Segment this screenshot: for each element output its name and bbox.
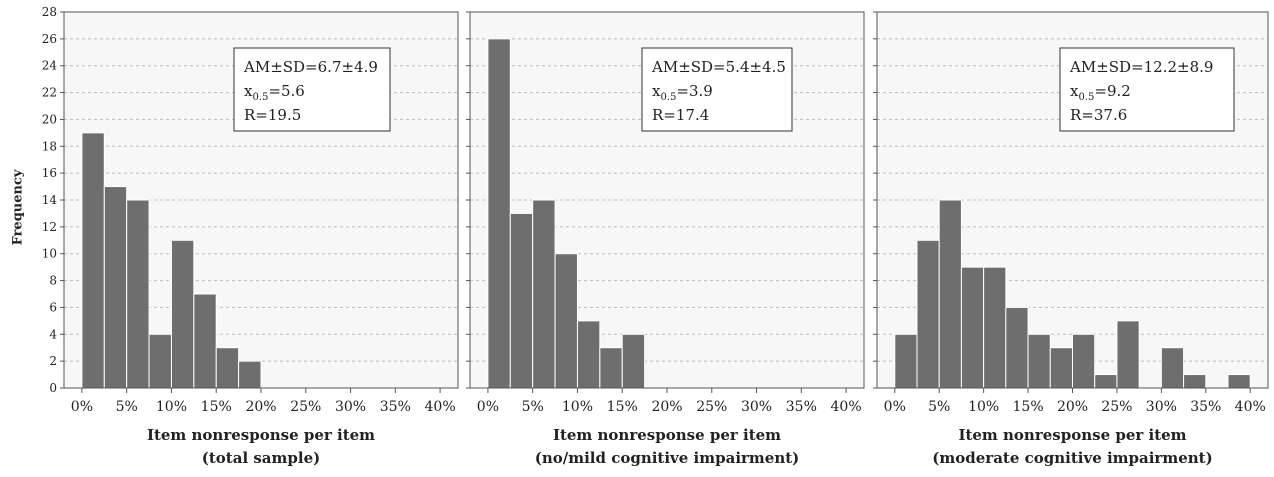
x-axis-title-line-2: (total sample) [202, 449, 320, 467]
y-tick-label: 26 [42, 32, 57, 46]
stats-annotation: AM±SD=6.7±4.9 x0.5=5.6 R=19.5 [233, 47, 391, 132]
x-axis-title-line-1: Item nonresponse per item [147, 426, 375, 444]
x-tick-label: 10% [968, 399, 999, 415]
histogram-bar [103, 186, 128, 389]
histogram-bar [487, 38, 511, 389]
stats-median: x0.5=5.6 [244, 82, 305, 103]
x-tick-label: 20% [1057, 399, 1088, 415]
x-tick-label: 5% [928, 399, 950, 415]
x-axis-title-line-1: Item nonresponse per item [553, 426, 781, 444]
x-tick-label: 30% [1146, 399, 1177, 415]
histogram-bar [576, 320, 601, 389]
histogram-bar [938, 199, 962, 389]
x-tick-label: 15% [1013, 399, 1044, 415]
x-tick-label: 40% [425, 399, 456, 415]
y-tick-label: 22 [42, 86, 57, 100]
y-tick-label: 10 [42, 247, 57, 261]
x-tick-label: 15% [607, 399, 638, 415]
x-tick-label: 25% [696, 399, 727, 415]
histogram-bar [170, 239, 195, 389]
histogram-bar [1005, 306, 1029, 389]
histogram-bar [148, 333, 172, 389]
x-axis-title-line-1: Item nonresponse per item [958, 426, 1186, 444]
x-tick-label: 30% [741, 399, 772, 415]
x-axis-title-line-2: (no/mild cognitive impairment) [535, 449, 800, 467]
x-tick-label: 40% [1235, 399, 1266, 415]
x-tick-label: 0% [884, 399, 906, 415]
y-tick-label: 28 [42, 5, 57, 19]
y-tick-label: 0 [49, 381, 57, 395]
histogram-bar [1027, 333, 1051, 389]
x-tick-label: 20% [245, 399, 276, 415]
chart-panel-2: 0% 5% 10% 15% 20% 25% 30% 35% 40% Item nonrespons… [466, 11, 865, 467]
histogram-bar [1049, 347, 1073, 389]
histogram-bar [960, 266, 985, 389]
x-tick-label: 5% [522, 399, 544, 415]
x-tick-label: 10% [156, 399, 187, 415]
stats-box [233, 47, 391, 132]
stats-median: x0.5=3.9 [652, 82, 713, 103]
histogram-bar [509, 212, 534, 389]
histogram-bar [599, 347, 623, 389]
x-tick-label: 35% [1190, 399, 1221, 415]
stats-range: R=17.4 [652, 106, 709, 124]
y-tick-label: 24 [42, 59, 58, 73]
histogram-bar [916, 239, 940, 389]
stats-box [1059, 47, 1235, 132]
stats-box [641, 47, 793, 132]
y-tick-label: 20 [42, 112, 57, 126]
x-axis-title-line-2: (moderate cognitive impairment) [932, 449, 1212, 467]
x-tick-label: 25% [290, 399, 321, 415]
x-tick-label: 30% [335, 399, 366, 415]
stats-annotation: AM±SD=5.4±4.5 x0.5=3.9 R=17.4 [641, 47, 793, 132]
histogram-bar [1094, 374, 1118, 389]
x-tick-label: 40% [831, 399, 862, 415]
y-tick-label: 18 [42, 139, 57, 153]
stats-range: R=19.5 [244, 106, 301, 124]
stats-annotation: AM±SD=12.2±8.9 x0.5=9.2 R=37.6 [1059, 47, 1235, 132]
histogram-bar [1116, 320, 1140, 389]
y-tick-label: 14 [42, 193, 58, 207]
histogram-bar [1227, 374, 1251, 389]
x-tick-label: 25% [1101, 399, 1132, 415]
y-tick-label: 8 [49, 274, 57, 288]
histogram-bar [193, 293, 217, 389]
stats-range: R=37.6 [1070, 106, 1127, 124]
histogram-bar [126, 199, 150, 389]
stats-mean-sd: AM±SD=5.4±4.5 [651, 58, 786, 76]
stats-median: x0.5=9.2 [1070, 82, 1131, 103]
histogram-bar [532, 199, 556, 389]
x-tick-label: 20% [651, 399, 682, 415]
chart-panel-3: 0% 5% 10% 15% 20% 25% 30% 35% 40% Item nonrespons… [873, 11, 1269, 467]
x-tick-label: 5% [116, 399, 138, 415]
histogram-bar [81, 132, 105, 389]
histogram-bar [1160, 347, 1185, 389]
histogram-bar [238, 360, 262, 389]
histogram-bar [215, 347, 240, 389]
histogram-bar [983, 266, 1007, 389]
x-tick-label: 10% [562, 399, 593, 415]
y-tick-label: 4 [49, 327, 57, 341]
histogram-bar [621, 333, 646, 389]
x-tick-label: 15% [201, 399, 232, 415]
y-tick-label: 16 [42, 166, 57, 180]
x-tick-label: 0% [477, 399, 499, 415]
x-tick-label: 0% [71, 399, 93, 415]
x-tick-label: 35% [786, 399, 817, 415]
x-tick-label: 35% [380, 399, 411, 415]
histogram-bar [1072, 333, 1096, 389]
y-tick-label: 2 [49, 354, 57, 368]
y-tick-label: 12 [42, 220, 57, 234]
stats-mean-sd: AM±SD=6.7±4.9 [243, 58, 378, 76]
histogram-bar [1183, 374, 1207, 389]
stats-mean-sd: AM±SD=12.2±8.9 [1069, 58, 1213, 76]
histogram-bar [894, 333, 918, 389]
histogram-bar [554, 253, 578, 389]
y-tick-label: 6 [49, 300, 57, 314]
